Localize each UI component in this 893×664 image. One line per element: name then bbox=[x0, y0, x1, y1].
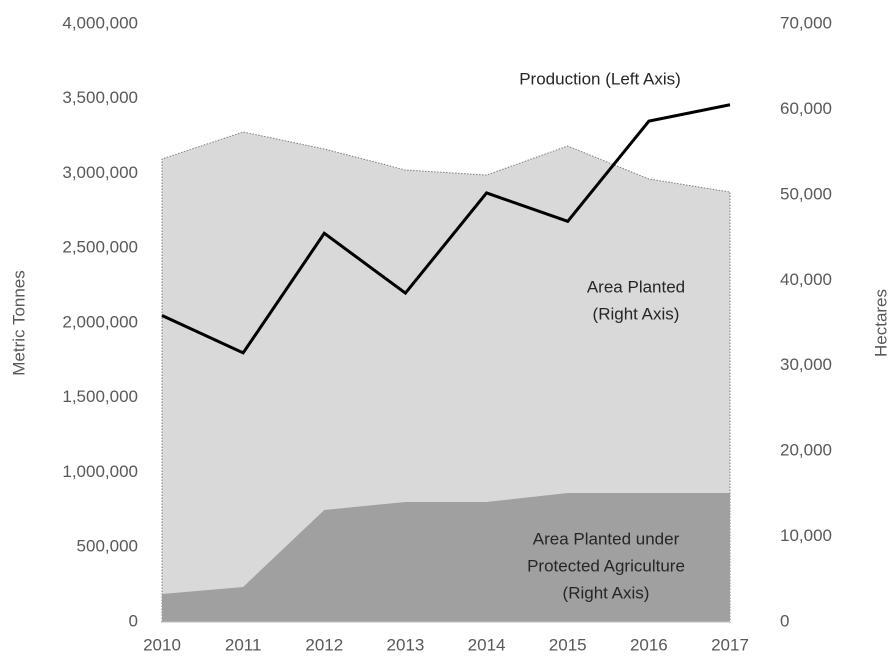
annotation: Production (Left Axis) bbox=[519, 69, 681, 88]
y2-tick-label: 30,000 bbox=[780, 355, 832, 374]
y-tick-label: 2,000,000 bbox=[62, 312, 138, 331]
y2-tick-label: 0 bbox=[780, 611, 789, 630]
annotation: Protected Agriculture bbox=[527, 556, 685, 575]
y-tick-label: 4,000,000 bbox=[62, 13, 138, 32]
annotation: Area Planted under bbox=[533, 529, 680, 548]
y-tick-label: 2,500,000 bbox=[62, 238, 138, 257]
y2-tick-label: 20,000 bbox=[780, 441, 832, 460]
y-tick-label: 1,000,000 bbox=[62, 462, 138, 481]
x-tick-label: 2015 bbox=[549, 635, 587, 654]
y2-tick-label: 10,000 bbox=[780, 526, 832, 545]
y-tick-label: 500,000 bbox=[77, 537, 138, 556]
x-tick-label: 2010 bbox=[143, 635, 181, 654]
y-tick-label: 3,500,000 bbox=[62, 88, 138, 107]
x-tick-label: 2016 bbox=[630, 635, 668, 654]
line bbox=[161, 103, 731, 355]
y-tick-label: 3,000,000 bbox=[62, 163, 138, 182]
y2-axis-label: Hectares bbox=[871, 289, 890, 357]
y-tick-label: 0 bbox=[129, 611, 138, 630]
y2-tick-label: 40,000 bbox=[780, 270, 832, 289]
x-tick-label: 2017 bbox=[711, 635, 749, 654]
y-axis-label: Metric Tonnes bbox=[9, 270, 28, 376]
y2-tick-label: 50,000 bbox=[780, 184, 832, 203]
x-tick-label: 2013 bbox=[387, 635, 425, 654]
y2-tick-label: 70,000 bbox=[780, 13, 832, 32]
y2-tick-label: 60,000 bbox=[780, 99, 832, 118]
annotation: Area Planted bbox=[587, 277, 685, 296]
annotation: (Right Axis) bbox=[563, 583, 650, 602]
x-tick-label: 2014 bbox=[468, 635, 506, 654]
x-tick-label: 2012 bbox=[305, 635, 343, 654]
y-tick-label: 1,500,000 bbox=[62, 387, 138, 406]
area bbox=[162, 493, 730, 622]
x-tick-label: 2011 bbox=[225, 635, 262, 654]
annotation: (Right Axis) bbox=[593, 304, 680, 323]
